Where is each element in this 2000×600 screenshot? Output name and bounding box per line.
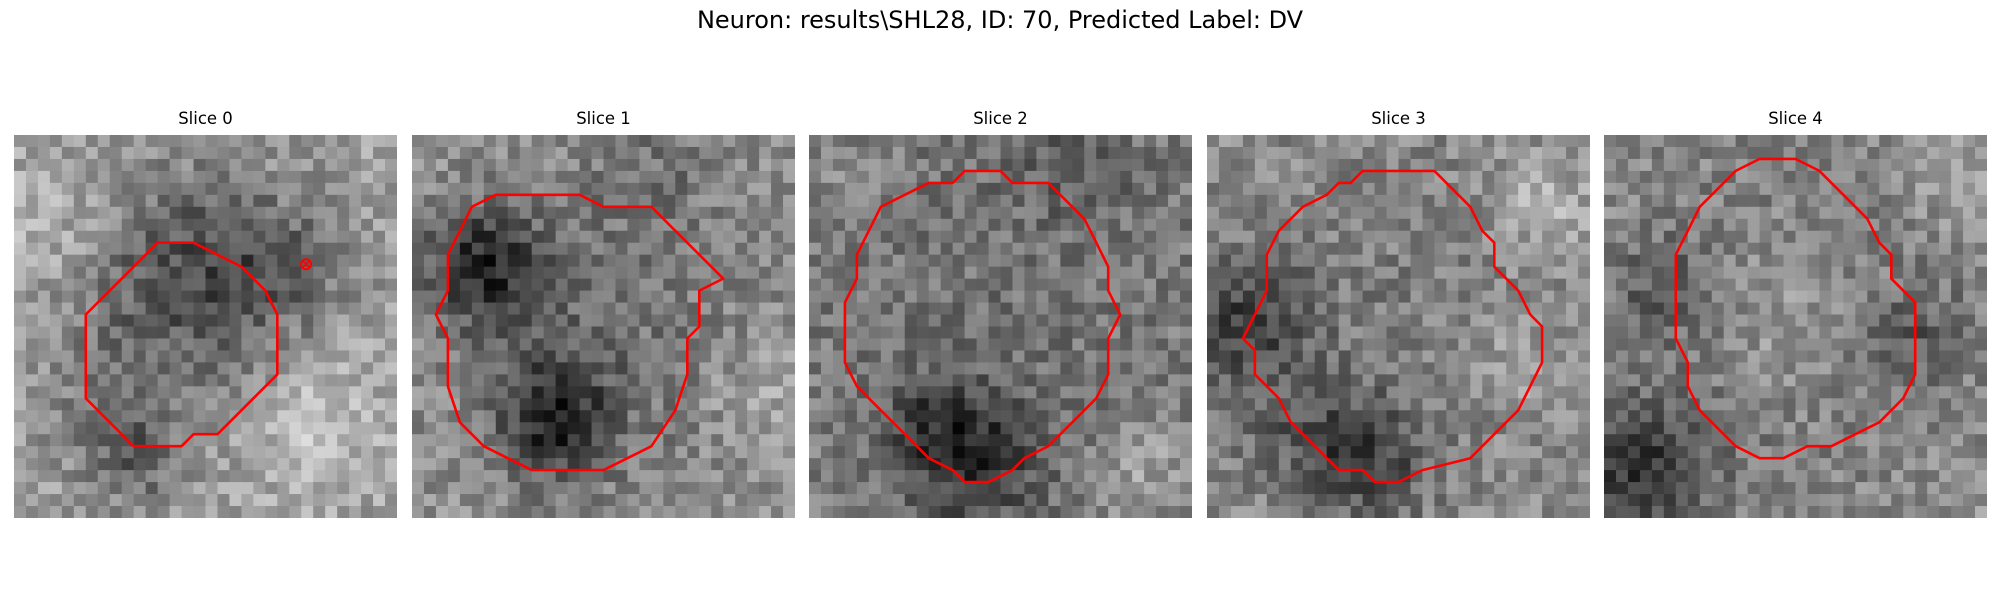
slice-image-4 xyxy=(1604,135,1987,518)
figure-title: Neuron: results\SHL28, ID: 70, Predicted… xyxy=(696,6,1304,34)
slice-panel-0: Slice 0 xyxy=(14,108,397,528)
slice-title: Slice 2 xyxy=(973,109,1028,128)
segmentation-contour xyxy=(434,193,725,472)
slice-title: Slice 1 xyxy=(576,109,631,128)
slice-title: Slice 3 xyxy=(1371,109,1426,128)
center-marker-icon xyxy=(300,258,313,271)
segmentation-contour xyxy=(1241,169,1544,484)
slice-image-0 xyxy=(14,135,397,518)
slice-panel-3: Slice 3 xyxy=(1207,108,1590,528)
segmentation-contour xyxy=(1674,157,1917,460)
slice-panel-2: Slice 2 xyxy=(809,108,1192,528)
slice-title: Slice 4 xyxy=(1768,109,1823,128)
slice-image-1 xyxy=(412,135,795,518)
slice-image-2 xyxy=(809,135,1192,518)
slice-image-3 xyxy=(1207,135,1590,518)
slice-title: Slice 0 xyxy=(178,109,233,128)
segmentation-contour xyxy=(84,241,279,448)
slice-panel-4: Slice 4 xyxy=(1604,108,1987,528)
segmentation-contour xyxy=(843,169,1122,484)
slice-panel-1: Slice 1 xyxy=(412,108,795,528)
